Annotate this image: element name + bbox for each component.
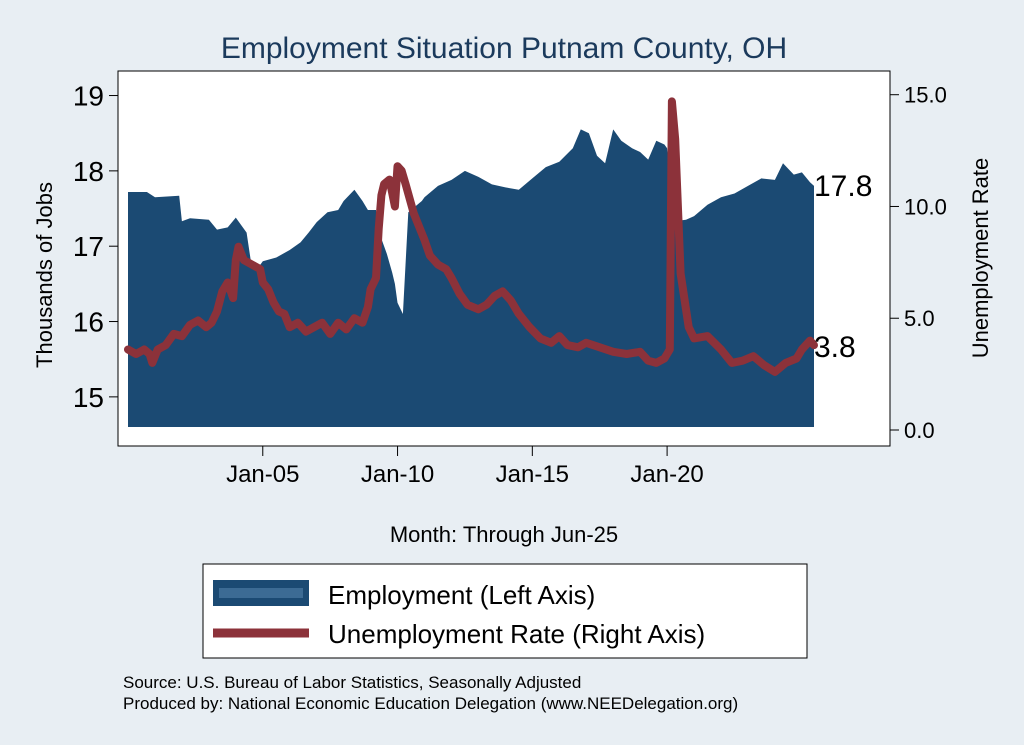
right-axis-title: Unemployment Rate (968, 158, 993, 359)
right-tick-label: 10.0 (904, 194, 947, 219)
source-note: Source: U.S. Bureau of Labor Statistics,… (123, 673, 582, 692)
last-rate-label: 3.8 (814, 331, 856, 364)
x-axis-title: Month: Through Jun-25 (390, 522, 618, 547)
unemployment-series-group (124, 97, 818, 376)
legend: Employment (Left Axis) Unemployment Rate… (202, 563, 808, 659)
left-tick-label: 17 (73, 231, 104, 262)
x-tick-label: Jan-05 (226, 461, 299, 488)
legend-box (202, 563, 808, 659)
legend-employment-swatch-highlight (219, 588, 303, 598)
left-axis-title: Thousands of Jobs (32, 182, 57, 368)
right-tick-label: 0.0 (904, 418, 935, 443)
credits: Source: U.S. Bureau of Labor Statistics,… (123, 672, 738, 714)
x-tick-label: Jan-10 (361, 461, 434, 488)
chart-title: Employment Situation Putnam County, OH (221, 32, 787, 65)
unemployment-line (124, 97, 818, 376)
left-axis-ticks: 15 16 17 18 19 (73, 81, 118, 413)
legend-unemployment-label: Unemployment Rate (Right Axis) (328, 619, 705, 649)
left-tick-label: 18 (73, 156, 104, 187)
x-tick-label: Jan-15 (496, 461, 569, 488)
x-axis-ticks: Jan-05 Jan-10 Jan-15 Jan-20 (226, 446, 704, 488)
right-axis-ticks: 0.0 5.0 10.0 15.0 (890, 83, 947, 443)
right-tick-label: 5.0 (904, 306, 935, 331)
left-tick-label: 15 (73, 382, 104, 413)
last-employment-label: 17.8 (814, 170, 872, 203)
x-tick-label: Jan-20 (630, 461, 703, 488)
left-tick-label: 16 (73, 307, 104, 338)
right-tick-label: 15.0 (904, 83, 947, 108)
left-tick-label: 19 (73, 81, 104, 112)
legend-employment-label: Employment (Left Axis) (328, 580, 595, 610)
producer-note: Produced by: National Economic Education… (123, 694, 739, 713)
